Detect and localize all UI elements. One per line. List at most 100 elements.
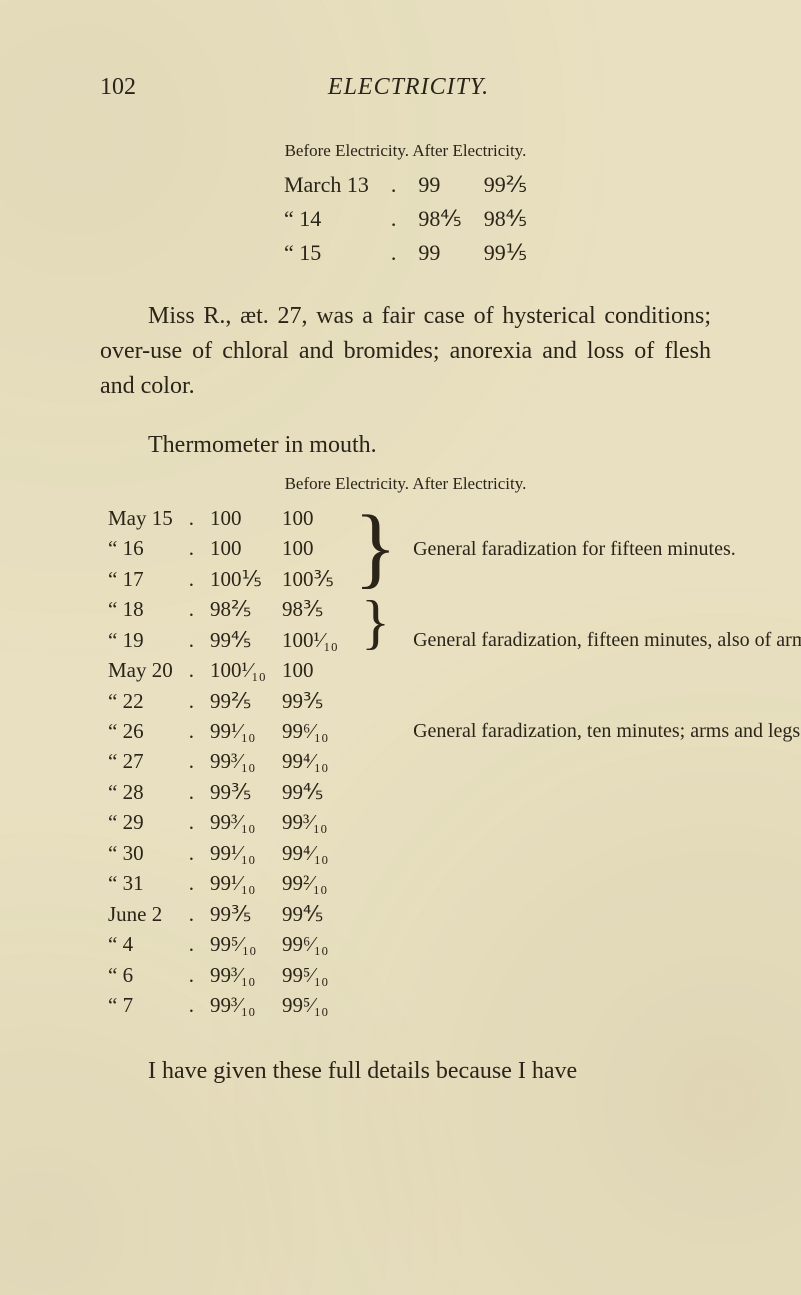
cell: 100⅗ (274, 564, 346, 594)
cell: . (181, 990, 202, 1020)
cell: 99⅖ (202, 686, 274, 716)
brace-1: } (346, 503, 405, 594)
cell: . (181, 807, 202, 837)
cell: . (181, 686, 202, 716)
cell: 99⅘ (202, 625, 274, 655)
cell: 100¹⁄₁₀ (202, 655, 274, 685)
header-spacer (681, 70, 711, 105)
table-row: “ 22 . 99⅖ 99⅗ General faradization, ten… (100, 686, 801, 716)
cell: . (181, 960, 202, 990)
cell: 99¹⁄₁₀ (202, 868, 274, 898)
cell: 99³⁄₁₀ (202, 746, 274, 776)
table-row: “ 14 . 98⅘ 98⅘ (274, 203, 537, 235)
anno-spacer (405, 990, 801, 1020)
table1-caption: Before Electricity. After Electricity. (100, 139, 711, 164)
annotation-2: General faradization, fifteen minutes, a… (405, 594, 801, 685)
anno-spacer (346, 746, 405, 776)
final-paragraph: I have given these full details because … (100, 1054, 711, 1089)
anno-spacer (405, 899, 801, 929)
anno-spacer (346, 990, 405, 1020)
table-row: “ 6 . 99³⁄₁₀ 99⁵⁄₁₀ (100, 960, 801, 990)
anno-spacer (405, 807, 801, 837)
cell: . (181, 564, 202, 594)
cell: May 20 (100, 655, 181, 685)
cell: 99¹⁄₁₀ (202, 716, 274, 746)
cell: 99⁴⁄₁₀ (274, 838, 346, 868)
cell: . (181, 716, 202, 746)
table-row: “ 30 . 99¹⁄₁₀ 99⁴⁄₁₀ (100, 838, 801, 868)
anno-spacer (346, 868, 405, 898)
annotation-3: General faradization, ten minutes; arms … (405, 686, 801, 777)
cell: 99³⁄₁₀ (202, 990, 274, 1020)
cell: March 13 (274, 169, 379, 201)
anno-spacer (346, 777, 405, 807)
cell: 99⁵⁄₁₀ (202, 929, 274, 959)
cell: . (181, 625, 202, 655)
cell: 99¹⁄₁₀ (202, 838, 274, 868)
annotation-1: General faradization for fifteen minutes… (405, 503, 801, 594)
cell: 98⅘ (408, 203, 471, 235)
anno-spacer (346, 929, 405, 959)
table2-caption: Before Electricity. After Electricity. (100, 472, 711, 497)
cell: 99⅘ (274, 899, 346, 929)
table1: March 13 . 99 99⅖ “ 14 . 98⅘ 98⅘ “ 15 . … (272, 167, 539, 271)
cell: 100 (202, 533, 274, 563)
cell: “ 4 (100, 929, 181, 959)
anno-spacer (346, 960, 405, 990)
anno-spacer (405, 929, 801, 959)
cell: . (381, 237, 407, 269)
running-title: ELECTRICITY. (328, 70, 489, 105)
cell: “ 31 (100, 868, 181, 898)
cell: . (181, 838, 202, 868)
table2: May 15 . 100 100 } General faradization … (100, 503, 801, 1020)
anno-spacer (346, 807, 405, 837)
brace-icon: } (361, 589, 390, 655)
cell: 99⁶⁄₁₀ (274, 716, 346, 746)
table-row: “ 15 . 99 99⅕ (274, 237, 537, 269)
anno-spacer (346, 899, 405, 929)
page-header: 102 ELECTRICITY. (100, 70, 711, 105)
anno-spacer (405, 868, 801, 898)
cell: . (181, 929, 202, 959)
cell: . (181, 594, 202, 624)
anno-spacer (346, 716, 405, 746)
cell: “ 7 (100, 990, 181, 1020)
cell: . (181, 746, 202, 776)
cell: 100 (274, 533, 346, 563)
table-row: “ 7 . 99³⁄₁₀ 99⁵⁄₁₀ (100, 990, 801, 1020)
table-row: “ 29 . 99³⁄₁₀ 99³⁄₁₀ (100, 807, 801, 837)
cell: 99³⁄₁₀ (274, 807, 346, 837)
anno-spacer (405, 777, 801, 807)
cell: 99⁵⁄₁₀ (274, 990, 346, 1020)
cell: “ 30 (100, 838, 181, 868)
cell: 99⅗ (202, 777, 274, 807)
cell: “ 14 (274, 203, 379, 235)
cell: 99⅗ (202, 899, 274, 929)
anno-spacer (346, 686, 405, 716)
cell: “ 18 (100, 594, 181, 624)
cell: 99⅖ (474, 169, 537, 201)
cell: “ 17 (100, 564, 181, 594)
table-row: “ 28 . 99⅗ 99⅘ (100, 777, 801, 807)
cell: . (181, 899, 202, 929)
cell: 99³⁄₁₀ (202, 807, 274, 837)
cell: 98⅗ (274, 594, 346, 624)
cell: 99 (408, 237, 471, 269)
cell: 100¹⁄₁₀ (274, 625, 346, 655)
cell: 99²⁄₁₀ (274, 868, 346, 898)
anno-spacer (405, 838, 801, 868)
cell: 100⅕ (202, 564, 274, 594)
cell: . (181, 868, 202, 898)
table-row: March 13 . 99 99⅖ (274, 169, 537, 201)
table-row: May 15 . 100 100 } General faradization … (100, 503, 801, 533)
table-row: “ 4 . 99⁵⁄₁₀ 99⁶⁄₁₀ (100, 929, 801, 959)
table2-block: May 15 . 100 100 } General faradization … (100, 503, 711, 1020)
cell: May 15 (100, 503, 181, 533)
cell: 99³⁄₁₀ (202, 960, 274, 990)
cell: . (181, 655, 202, 685)
cell: 99⁶⁄₁₀ (274, 929, 346, 959)
cell: 99⅕ (474, 237, 537, 269)
cell: June 2 (100, 899, 181, 929)
cell: “ 28 (100, 777, 181, 807)
paragraph-1: Miss R., æt. 27, was a fair case of hyst… (100, 299, 711, 403)
